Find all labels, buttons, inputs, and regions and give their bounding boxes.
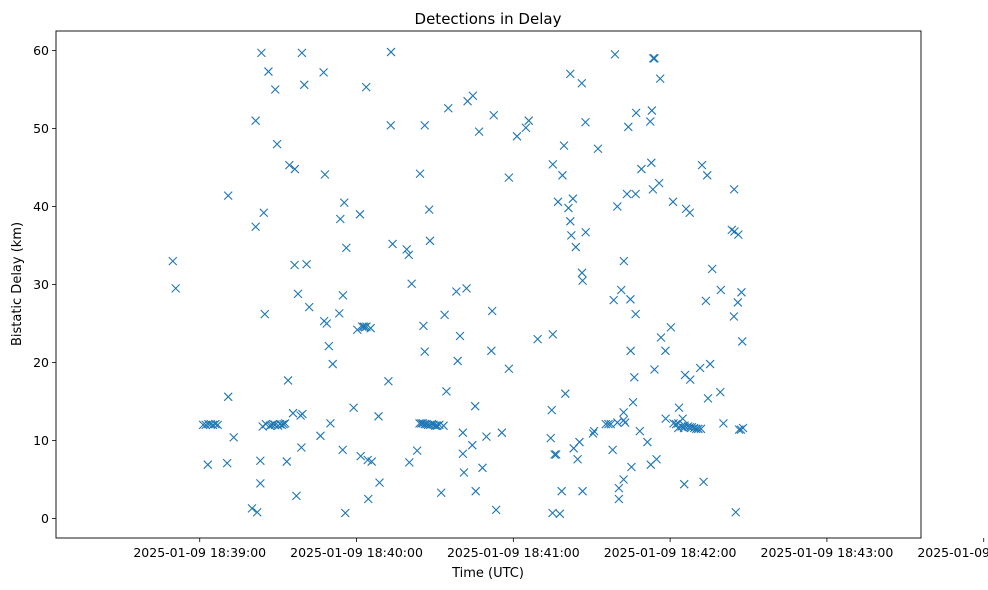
x-axis-label: Time (UTC)	[451, 566, 524, 581]
x-tick-label: 2025-01-09 18:43:00	[761, 545, 894, 560]
y-tick-label: 40	[33, 199, 49, 214]
x-tick-label: 2025-01-09 18:41:00	[447, 545, 580, 560]
y-tick-label: 10	[33, 433, 49, 448]
y-tick-label: 0	[41, 511, 49, 526]
x-tick-label: 2025-01-09 18:40:00	[290, 545, 423, 560]
x-tick-label: 2025-01-09 18:42:00	[604, 545, 737, 560]
scatter-chart: Detections in Delay 2025-01-09 18:39:00 2…	[0, 0, 988, 590]
y-axis-label: Bistatic Delay (km)	[10, 222, 25, 346]
x-tick-label: 2025-01-09 18:44:00	[917, 545, 988, 560]
figure-background	[0, 0, 988, 590]
y-tick-label: 30	[33, 277, 49, 292]
y-tick-label: 20	[33, 355, 49, 370]
x-tick-label: 2025-01-09 18:39:00	[133, 545, 266, 560]
y-tick-label: 50	[33, 121, 49, 136]
chart-title: Detections in Delay	[415, 10, 562, 28]
y-tick-label: 60	[33, 43, 49, 58]
